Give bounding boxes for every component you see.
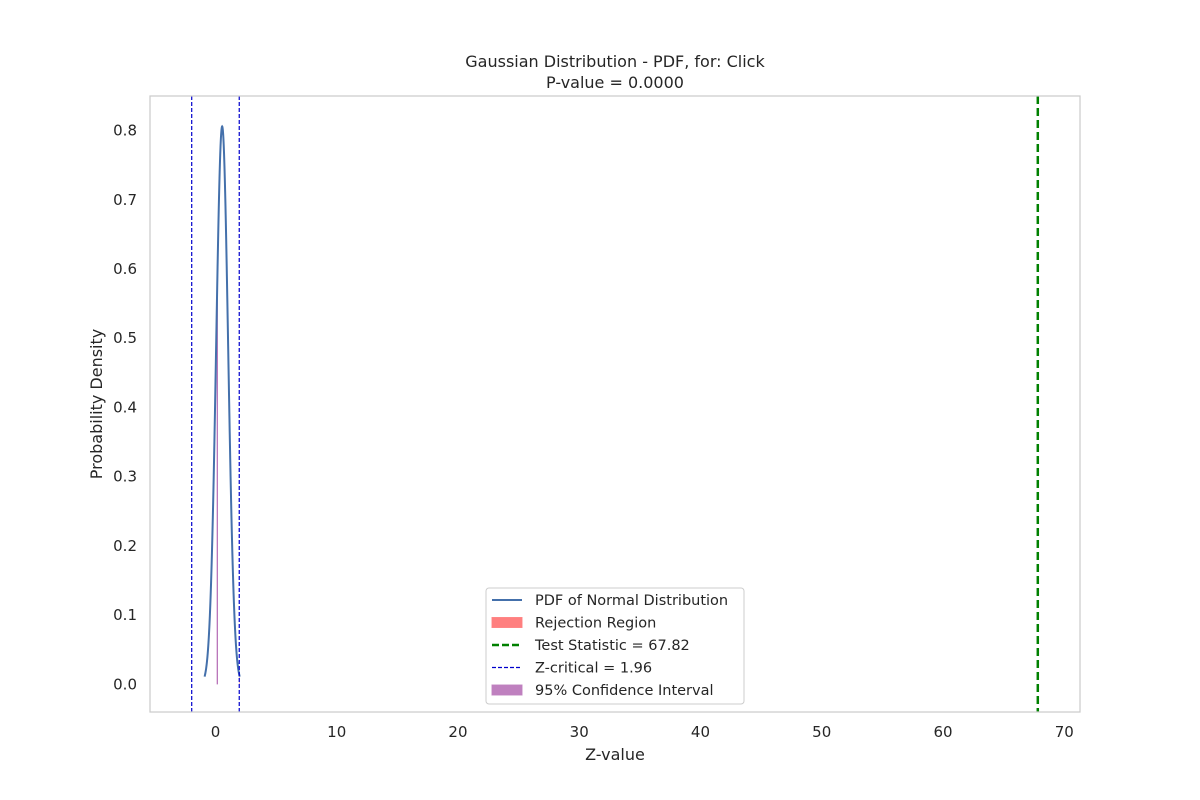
legend-item: Rejection Region: [491, 616, 656, 632]
x-tick-label: 70: [1055, 723, 1074, 741]
legend-label: Test Statistic = 67.82: [534, 638, 690, 654]
x-tick-label: 20: [448, 723, 467, 741]
y-axis-ticks: 0.0 0.1 0.2 0.3 0.4 0.5 0.6 0.7 0.8: [113, 122, 137, 694]
plot-area: [191, 96, 1040, 712]
legend-item: 95% Confidence Interval: [491, 683, 714, 699]
x-tick-label: 60: [933, 723, 952, 741]
legend-swatch: [491, 684, 523, 696]
legend-item: PDF of Normal Distribution: [492, 593, 728, 609]
x-tick-label: 10: [327, 723, 346, 741]
legend-box: [485, 587, 745, 705]
chart-title: Gaussian Distribution - PDF, for: Click: [465, 52, 765, 71]
legend-item: Test Statistic = 67.82: [492, 638, 690, 654]
x-axis-ticks: 0 10 20 30 40 50 60 70: [211, 723, 1074, 741]
x-axis-label: Z-value: [585, 745, 645, 764]
legend: PDF of Normal Distribution Rejection Regi…: [485, 587, 745, 705]
legend-label: 95% Confidence Interval: [535, 683, 714, 699]
y-tick-label: 0.0: [113, 675, 137, 693]
legend-label: PDF of Normal Distribution: [535, 593, 728, 609]
y-tick-label: 0.6: [113, 260, 137, 278]
legend-swatch: [491, 617, 523, 628]
y-axis-label: Probability Density: [87, 329, 106, 480]
chart-subtitle: P-value = 0.0000: [546, 73, 684, 92]
x-tick-label: 0: [211, 723, 221, 741]
y-tick-label: 0.4: [113, 398, 137, 416]
y-tick-label: 0.1: [113, 606, 137, 624]
x-tick-label: 40: [691, 723, 710, 741]
y-tick-label: 0.5: [113, 329, 137, 347]
x-tick-label: 50: [812, 723, 831, 741]
y-tick-label: 0.8: [113, 122, 137, 140]
legend-label: Rejection Region: [535, 616, 656, 632]
y-tick-label: 0.3: [113, 468, 137, 486]
legend-item: Z-critical = 1.96: [492, 661, 652, 677]
legend-label: Z-critical = 1.96: [535, 661, 652, 677]
y-tick-label: 0.7: [113, 191, 137, 209]
x-tick-label: 30: [570, 723, 589, 741]
plot-frame: [149, 95, 1081, 713]
pdf-curve: [203, 124, 241, 677]
y-tick-label: 0.2: [113, 537, 137, 555]
